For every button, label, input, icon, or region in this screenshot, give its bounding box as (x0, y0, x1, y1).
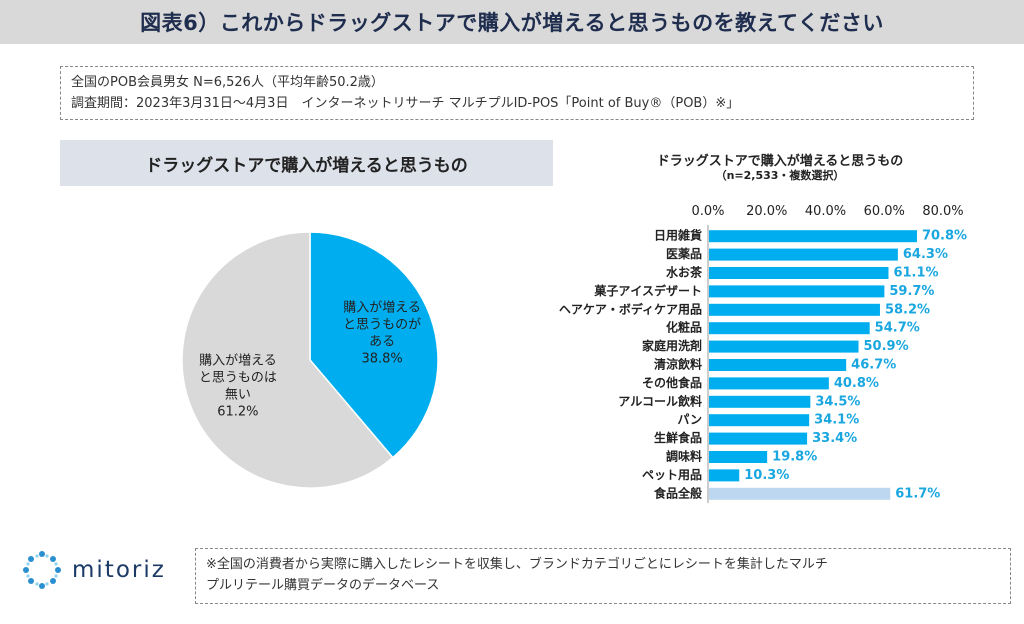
pie-slice-1-label-3: 61.2% (217, 404, 258, 419)
pie-slice-0-label-3: 38.8% (361, 352, 402, 367)
bar-value-label-13: 10.3% (744, 468, 789, 483)
category-label-9: アルコール飲料 (618, 393, 702, 408)
category-label-10: パン (677, 413, 702, 427)
footnote-box: ※全国の消費者から実際に購入したレシートを収集し、ブランドカテゴリごとにレシート… (195, 548, 1011, 604)
pie-slice-1 (181, 231, 394, 489)
pie-slice-0 (309, 231, 439, 459)
bar-value-label-2: 61.1% (893, 266, 938, 281)
bar-12 (709, 451, 768, 463)
x-tick-label-1: 20.0% (746, 204, 787, 219)
category-label-13: ペット用品 (642, 468, 702, 482)
bar-value-label-7: 46.7% (851, 358, 896, 373)
bar-10 (709, 414, 810, 427)
x-tick-label-2: 40.0% (805, 204, 846, 219)
category-label-12: 調味料 (666, 449, 702, 464)
bar-value-label-6: 50.9% (864, 339, 909, 354)
pie-slice-1-label-0: 購入が増える (199, 353, 277, 368)
x-tick-label-0: 0.0% (691, 204, 724, 219)
survey-info-box: 全国のPOB会員男女 N=6,526人（平均年齢50.2歳） 調査期間：2023… (60, 66, 974, 120)
bar-value-label-9: 34.5% (815, 394, 860, 409)
bar-value-label-0: 70.8% (922, 229, 967, 244)
page-title: 図表6）これからドラッグストアで購入が増えると思うものを教えてください (140, 11, 884, 35)
title-bar: 図表6）これからドラッグストアで購入が増えると思うものを教えてください (0, 0, 1024, 44)
survey-info-line-2: 調査期間：2023年3月31日～4月3日 インターネットリサーチ マルチプルID… (71, 96, 740, 111)
pie-slice-0-label-1: と思うものが (343, 318, 421, 333)
category-label-0: 日用雑貨 (654, 228, 702, 243)
category-label-6: 家庭用洗剤 (642, 338, 702, 353)
mitoriz-logo-text: mitoriz (72, 557, 166, 583)
bar-chart-subtitle: （n=2,533・複数選択） (715, 169, 845, 182)
bar-value-label-11: 33.4% (812, 431, 857, 446)
mitoriz-logo: mitoriz (20, 548, 190, 592)
bar-chart: 0.0% 20.0% 40.0% 60.0% 80.0% 日用雑貨 70.8% 医薬品 64.3… (559, 204, 967, 503)
bar-value-label-14: 61.7% (895, 486, 940, 501)
bar-value-label-12: 19.8% (772, 450, 817, 465)
survey-info-line-1: 全国のPOB会員男女 N=6,526人（平均年齢50.2歳） (71, 75, 384, 90)
bar-13 (709, 469, 740, 482)
bar-1 (709, 248, 898, 261)
category-label-7: 清涼飲料 (654, 357, 702, 372)
category-label-4: ヘアケア・ボディケア用品 (559, 301, 702, 316)
bar-value-label-10: 34.1% (814, 413, 859, 428)
bar-value-label-8: 40.8% (834, 376, 879, 391)
category-label-1: 医薬品 (666, 246, 702, 261)
bar-3 (709, 285, 885, 298)
pie-slice-1-label-1: と思うものは (199, 370, 277, 385)
bar-5 (709, 322, 870, 335)
bar-4 (709, 303, 880, 316)
bar-value-label-1: 64.3% (903, 247, 948, 262)
footnote-line-1: ※全国の消費者から実際に購入したレシートを収集し、ブランドカテゴリごとにレシート… (206, 557, 828, 572)
bar-value-label-4: 58.2% (885, 302, 930, 317)
category-label-2: 水お茶 (666, 265, 703, 280)
category-label-11: 生鮮食品 (654, 430, 702, 445)
footnote-line-2: プルリテール購買データのデータベース (206, 578, 440, 593)
bar-0 (709, 230, 917, 243)
bar-chart-title: ドラッグストアで購入が増えると思うもの (656, 154, 904, 169)
x-tick-label-4: 80.0% (922, 204, 963, 219)
category-label-3: 菓子アイスデザート (593, 283, 702, 298)
pie-chart-title: ドラッグストアで購入が増えると思うもの (60, 140, 553, 186)
bar-6 (709, 340, 859, 353)
x-tick-label-3: 60.0% (864, 204, 905, 219)
bar-7 (709, 359, 847, 371)
category-label-14: 食品全般 (653, 485, 702, 500)
bar-14 (709, 487, 891, 500)
bar-value-label-5: 54.7% (875, 321, 920, 336)
category-label-8: その他食品 (642, 375, 702, 390)
pie-slice-0-label-2: ある (369, 335, 395, 350)
bar-2 (709, 267, 889, 279)
category-label-5: 化粧品 (666, 320, 702, 335)
bar-11 (709, 432, 808, 445)
bar-8 (709, 377, 829, 390)
bar-value-label-3: 59.7% (889, 284, 934, 299)
bar-9 (709, 395, 811, 408)
pie-slice-1-label-2: 無い (225, 387, 251, 402)
mitoriz-logo-icon (23, 551, 61, 589)
pie-slice-0-label-0: 購入が増える (343, 301, 421, 316)
